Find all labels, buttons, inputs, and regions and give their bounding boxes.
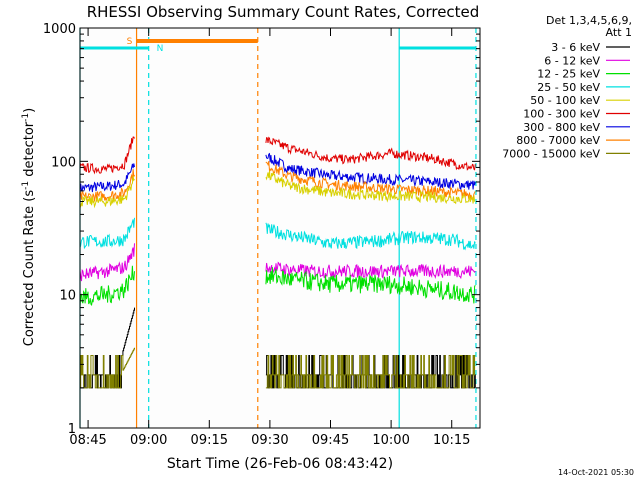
- series-line: [80, 347, 135, 389]
- legend-label: 100 - 300 keV: [523, 108, 600, 121]
- series-line: [79, 136, 135, 175]
- y-axis-label: Corrected Count Rate (s-1 detector-1): [21, 108, 37, 346]
- y-tick-label: 1: [68, 422, 76, 437]
- attenuator-flag-label: S: [127, 37, 133, 47]
- series-line: [265, 267, 476, 304]
- x-tick-label: 09:15: [191, 433, 228, 448]
- series-line: [79, 175, 135, 209]
- y-axis-label-part: -1: [21, 113, 31, 122]
- legend-label: 300 - 800 keV: [523, 121, 600, 134]
- series-line: [79, 163, 135, 194]
- night-flag-label: N: [157, 44, 164, 54]
- x-tick-label: 08:45: [69, 433, 106, 448]
- series-line: [265, 170, 476, 205]
- x-tick-label: 09:45: [312, 433, 349, 448]
- y-axis-label-part: detector: [22, 121, 37, 181]
- series-line: [265, 261, 476, 280]
- y-axis-label-part: Corrected Count Rate (s: [22, 190, 37, 347]
- x-tick-label: 10:15: [433, 433, 470, 448]
- series-line: [79, 217, 135, 250]
- y-axis-label-part: -1: [21, 181, 31, 190]
- footer-timestamp: 14-Oct-2021 05:30: [558, 468, 634, 477]
- y-axis-label-part: ): [22, 108, 37, 113]
- series-line: [79, 243, 135, 282]
- series-line: [265, 136, 476, 171]
- series-line: [265, 160, 476, 201]
- y-axis: 1 10 100 1000: [43, 22, 480, 437]
- legend-label: 6 - 12 keV: [544, 54, 600, 67]
- legend-label: 7000 - 15000 keV: [502, 147, 600, 160]
- series-line: [265, 222, 476, 251]
- legend-label: 25 - 50 keV: [537, 81, 600, 94]
- series-line: [79, 265, 135, 307]
- legend-header: Att 1: [606, 26, 632, 39]
- y-tick-label: 10: [59, 289, 76, 304]
- y-tick-label: 1000: [43, 22, 76, 37]
- legend-header: Det 1,3,4,5,6,9,: [546, 14, 632, 27]
- plot-frame: [79, 27, 481, 429]
- x-axis: 08:45 09:00 09:15 09:30 09:45 10:00 10:15: [69, 28, 470, 448]
- series-line: [265, 152, 476, 191]
- plot-area: SN: [79, 27, 481, 429]
- y-tick-label: 100: [51, 155, 76, 170]
- legend-label: 3 - 6 keV: [551, 41, 600, 54]
- legend-label: 12 - 25 keV: [537, 68, 600, 81]
- x-tick-label: 10:00: [372, 433, 409, 448]
- x-tick-label: 09:00: [130, 433, 167, 448]
- x-axis-label: Start Time (26-Feb-06 08:43:42): [167, 456, 393, 472]
- series-line: [265, 355, 476, 389]
- legend-label: 800 - 7000 keV: [516, 134, 600, 147]
- legend-label: 50 - 100 keV: [530, 94, 600, 107]
- series-line: [79, 169, 135, 202]
- chart-title: RHESSI Observing Summary Count Rates, Co…: [87, 3, 480, 21]
- x-tick-label: 09:30: [251, 433, 288, 448]
